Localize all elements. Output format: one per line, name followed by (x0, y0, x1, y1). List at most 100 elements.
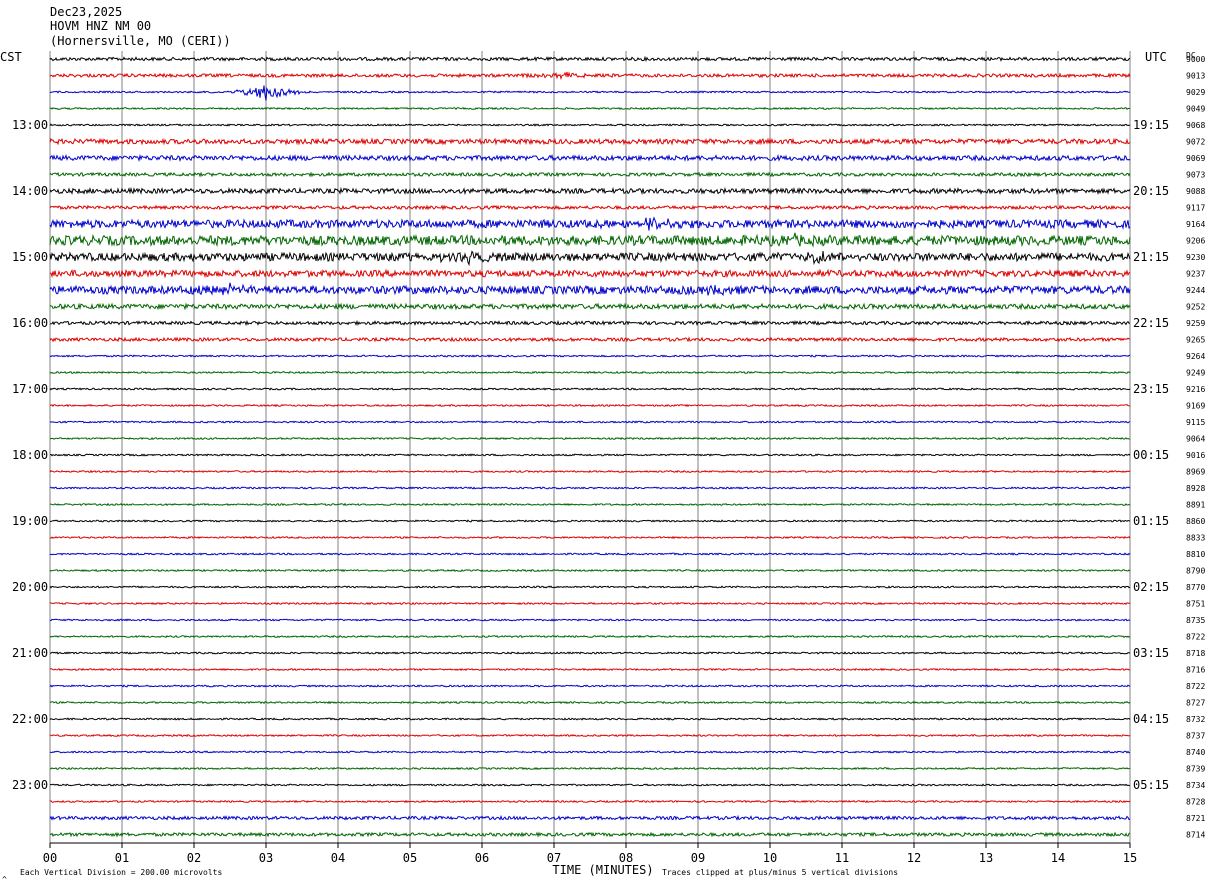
left-hour-label: 14:00 (12, 184, 48, 198)
dc-offset-label: 9013 (1186, 72, 1205, 81)
dc-offset-label: 9259 (1186, 319, 1205, 328)
x-tick-label: 05 (403, 851, 417, 865)
dc-offset-label: 9068 (1186, 121, 1205, 130)
dc-offset-label: 9264 (1186, 352, 1205, 361)
left-hour-label: 23:00 (12, 778, 48, 792)
dc-offset-label: 8770 (1186, 583, 1205, 592)
trace-line (49, 370, 1131, 375)
dc-offset-label: 9000 (1186, 55, 1205, 64)
dc-offset-label: 8928 (1186, 484, 1205, 493)
dc-offset-label: 9249 (1186, 369, 1205, 378)
trace-line (49, 502, 1131, 507)
trace-line (49, 216, 1131, 231)
dc-offset-label: 9237 (1186, 270, 1205, 279)
trace-line (49, 469, 1131, 474)
trace-line (49, 750, 1131, 754)
trace-line (49, 519, 1131, 523)
trace-line (49, 232, 1131, 248)
dc-offset-label: 9164 (1186, 220, 1205, 229)
right-hour-label: 01:15 (1133, 514, 1169, 528)
trace-line (49, 153, 1131, 163)
trace-line (49, 106, 1131, 111)
right-hour-label: 23:15 (1133, 382, 1169, 396)
dc-offset-label: 9016 (1186, 451, 1205, 460)
dc-offset-label: 9064 (1186, 435, 1205, 444)
right-hour-label: 03:15 (1133, 646, 1169, 660)
trace-line (49, 766, 1131, 771)
left-hour-label: 18:00 (12, 448, 48, 462)
dc-offset-label: 9206 (1186, 237, 1205, 246)
x-tick-label: 13 (979, 851, 993, 865)
right-hour-label: 04:15 (1133, 712, 1169, 726)
x-tick-label: 00 (43, 851, 57, 865)
x-tick-label: 08 (619, 851, 633, 865)
trace-line (49, 71, 1131, 81)
x-tick-label: 02 (187, 851, 201, 865)
trace-line (50, 831, 1131, 838)
dc-offset-label: 8810 (1186, 550, 1205, 559)
dc-offset-label: 8716 (1186, 666, 1205, 675)
x-axis-ticks: 00 01 02 03 04 05 06 07 08 09 10 11 12 13 14 15 (43, 843, 1137, 865)
right-hour-label: 05:15 (1133, 778, 1169, 792)
trace-line (49, 717, 1131, 721)
dc-offset-label: 8739 (1186, 765, 1205, 774)
dc-offset-label: 9029 (1186, 88, 1205, 97)
x-tick-label: 03 (259, 851, 273, 865)
right-hour-label: 22:15 (1133, 316, 1169, 330)
dc-offset-labels: 9000 9013 9029 9049 9068 9072 9069 9073 9088 9117… (1186, 55, 1205, 840)
trace-line (49, 250, 1131, 267)
dc-offset-label: 8722 (1186, 682, 1205, 691)
trace-line (49, 403, 1131, 408)
trace-line (49, 814, 1131, 822)
trace-line (49, 268, 1131, 279)
right-hour-label: 19:15 (1133, 118, 1169, 132)
dc-offset-label: 9088 (1186, 187, 1205, 196)
trace-line (49, 552, 1131, 556)
trace-line (49, 171, 1131, 178)
right-hour-label: 00:15 (1133, 448, 1169, 462)
right-hour-label: 21:15 (1133, 250, 1169, 264)
trace-line (49, 282, 1131, 297)
corner-mark: ^ (2, 875, 7, 884)
x-tick-label: 07 (547, 851, 561, 865)
x-axis-title: TIME (MINUTES) (552, 863, 653, 877)
trace-line (49, 684, 1131, 688)
dc-offset-label: 9049 (1186, 105, 1205, 114)
dc-offset-label: 8734 (1186, 781, 1205, 790)
dc-offset-label: 9230 (1186, 253, 1205, 262)
dc-offset-label: 9216 (1186, 385, 1205, 394)
x-tick-label: 06 (475, 851, 489, 865)
dc-offset-label: 8737 (1186, 732, 1205, 741)
left-hour-label: 16:00 (12, 316, 48, 330)
trace-line (49, 535, 1131, 540)
dc-offset-label: 8891 (1186, 501, 1205, 510)
left-hour-labels: 13:00 14:00 15:00 16:00 17:00 18:00 19:00 20:00… (12, 118, 48, 792)
x-tick-label: 04 (331, 851, 345, 865)
trace-line (49, 733, 1131, 738)
left-hour-label: 19:00 (12, 514, 48, 528)
scale-note: Each Vertical Division = 200.00 microvol… (20, 868, 222, 877)
trace-line (49, 123, 1131, 127)
trace-line (49, 420, 1131, 424)
date-label: Dec23,2025 (50, 5, 122, 19)
left-hour-label: 17:00 (12, 382, 48, 396)
x-tick-label: 14 (1051, 851, 1065, 865)
x-tick-label: 01 (115, 851, 129, 865)
left-hour-label: 20:00 (12, 580, 48, 594)
trace-line (49, 783, 1131, 787)
trace-line (49, 700, 1131, 705)
right-hour-labels: 19:15 20:15 21:15 22:15 23:15 00:15 01:15 02:15… (1133, 118, 1169, 792)
dc-offset-label: 8722 (1186, 633, 1205, 642)
dc-offset-label: 8714 (1186, 831, 1205, 840)
dc-offset-label: 8833 (1186, 534, 1205, 543)
dc-offset-label: 9072 (1186, 138, 1205, 147)
dc-offset-label: 9115 (1186, 418, 1205, 427)
dc-offset-label: 8860 (1186, 517, 1205, 526)
trace-line (49, 634, 1131, 639)
dc-offset-label: 9244 (1186, 286, 1205, 295)
trace-line (49, 436, 1131, 441)
dc-offset-label: 8790 (1186, 567, 1205, 576)
x-tick-label: 11 (835, 851, 849, 865)
dc-offset-label: 9265 (1186, 336, 1205, 345)
left-hour-label: 13:00 (12, 118, 48, 132)
